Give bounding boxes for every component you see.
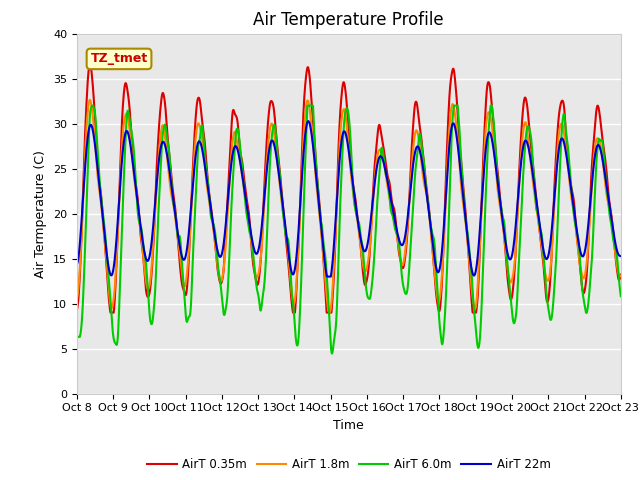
Text: TZ_tmet: TZ_tmet (90, 52, 148, 65)
AirT 1.8m (225, 191, 233, 196)
AirT 1.8m (617, 273, 625, 278)
AirT 0.35m (107, 310, 115, 315)
Line: AirT 1.8m: AirT 1.8m (77, 100, 621, 312)
AirT 0.35m (225, 170, 233, 176)
AirT 22m (617, 253, 625, 259)
AirT 22m (225, 187, 232, 193)
AirT 1.8m (617, 273, 625, 279)
Line: AirT 6.0m: AirT 6.0m (77, 106, 621, 354)
AirT 1.8m (412, 129, 419, 134)
AirT 0.35m (73, 308, 81, 313)
AirT 22m (305, 118, 312, 124)
AirT 6.0m (328, 351, 336, 357)
AirT 1.8m (73, 296, 81, 302)
X-axis label: Time: Time (333, 419, 364, 432)
AirT 6.0m (88, 103, 96, 108)
AirT 6.0m (566, 162, 573, 168)
AirT 6.0m (617, 293, 625, 299)
AirT 22m (189, 176, 197, 181)
AirT 0.35m (402, 247, 410, 252)
AirT 22m (402, 228, 410, 234)
Legend: AirT 0.35m, AirT 1.8m, AirT 6.0m, AirT 22m: AirT 0.35m, AirT 1.8m, AirT 6.0m, AirT 2… (142, 454, 556, 476)
AirT 6.0m (402, 291, 410, 297)
AirT 22m (412, 147, 419, 153)
AirT 6.0m (225, 265, 233, 271)
AirT 1.8m (402, 240, 410, 246)
AirT 22m (566, 173, 573, 179)
AirT 0.35m (190, 149, 198, 155)
AirT 0.35m (412, 99, 419, 105)
AirT 22m (73, 261, 81, 267)
AirT 0.35m (566, 171, 573, 177)
AirT 1.8m (189, 165, 197, 171)
AirT 22m (323, 274, 331, 279)
Line: AirT 22m: AirT 22m (77, 121, 621, 276)
AirT 6.0m (412, 167, 419, 172)
AirT 0.35m (86, 61, 94, 67)
Y-axis label: Air Termperature (C): Air Termperature (C) (35, 150, 47, 277)
AirT 6.0m (189, 241, 197, 247)
Title: Air Temperature Profile: Air Temperature Profile (253, 11, 444, 29)
AirT 1.8m (566, 178, 573, 184)
AirT 6.0m (73, 334, 81, 340)
AirT 0.35m (617, 273, 625, 278)
AirT 1.8m (86, 97, 93, 103)
AirT 1.8m (325, 310, 333, 315)
AirT 22m (617, 253, 625, 259)
Line: AirT 0.35m: AirT 0.35m (77, 64, 621, 312)
AirT 0.35m (617, 272, 625, 277)
AirT 6.0m (617, 292, 625, 298)
